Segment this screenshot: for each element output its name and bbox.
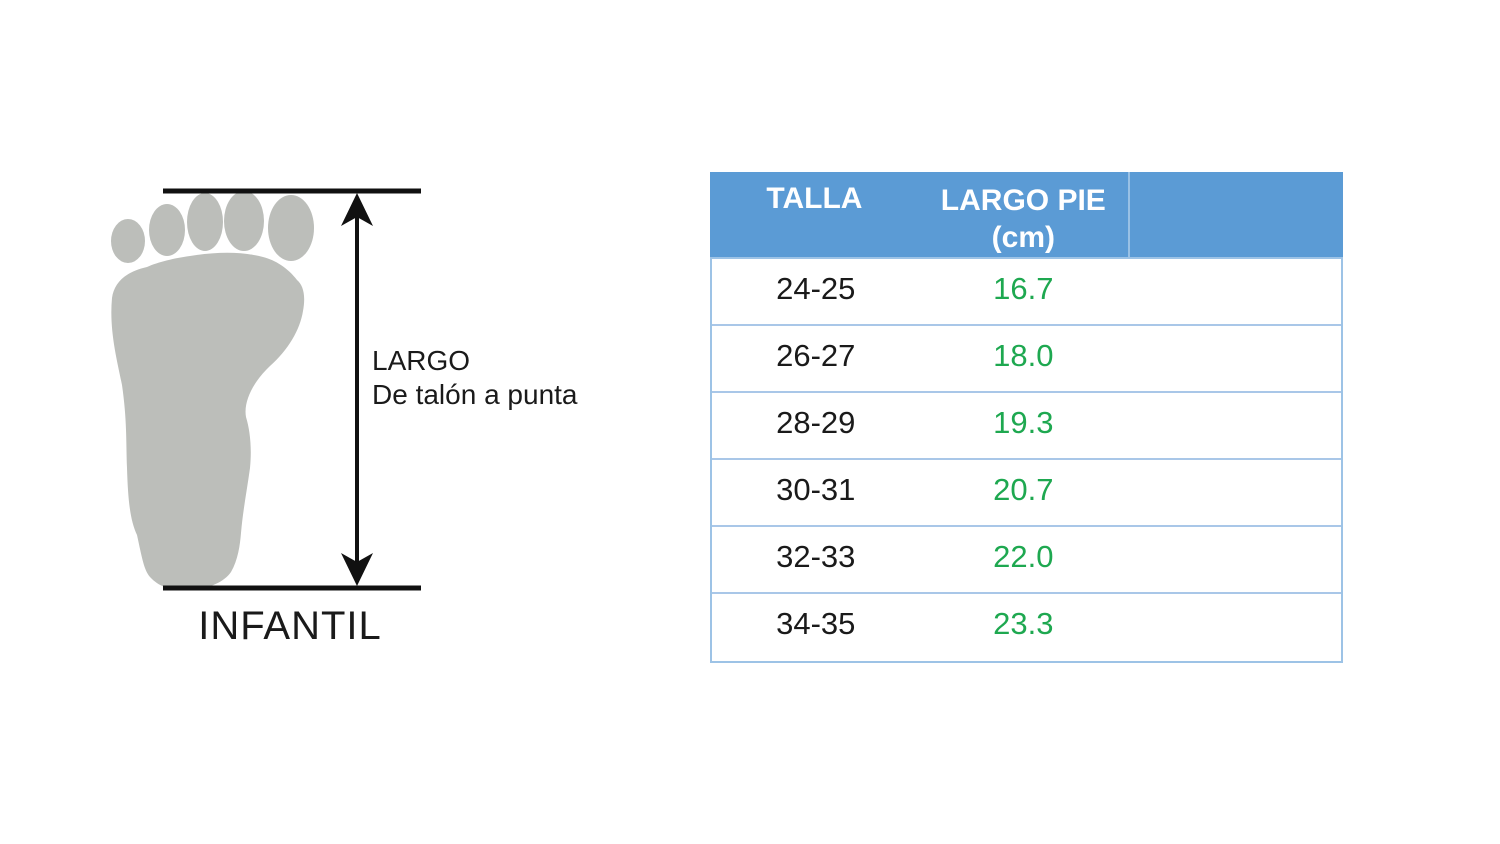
- arrow-head-down-icon: [341, 553, 373, 586]
- measure-label-line2: De talón a punta: [372, 379, 578, 410]
- table-body: 24-25 16.7 26-27 18.0 28-29 19.3 30-31 2…: [710, 257, 1343, 663]
- measurement-arrow: [163, 188, 421, 591]
- empty-cell: [1127, 405, 1341, 458]
- foot-toe: [187, 193, 223, 251]
- footprint-icon: [111, 191, 314, 591]
- largo-cell: 16.7: [993, 271, 1054, 306]
- largo-cell: 23.3: [993, 606, 1054, 641]
- table-row: 34-35 23.3: [712, 594, 1341, 661]
- foot-toe: [224, 191, 264, 251]
- measure-label-line1: LARGO: [372, 345, 471, 376]
- foot-toe: [268, 195, 314, 261]
- table-row: 30-31 20.7: [712, 460, 1341, 527]
- empty-cell: [1127, 271, 1341, 324]
- table-row: 32-33 22.0: [712, 527, 1341, 594]
- talla-cell: 32-33: [776, 539, 856, 574]
- header-largo-pie-line2: (cm): [991, 221, 1055, 254]
- arrow-head-up-icon: [341, 193, 373, 226]
- foot-toe: [149, 204, 185, 256]
- header-talla: TALLA: [766, 182, 863, 215]
- header-largo-pie: LARGO PIE (cm): [919, 172, 1128, 257]
- table-row: 28-29 19.3: [712, 393, 1341, 460]
- largo-cell: 22.0: [993, 539, 1054, 574]
- foot-toe: [111, 219, 145, 263]
- header-empty: [1127, 172, 1343, 257]
- table-header-row: TALLA LARGO PIE (cm): [710, 172, 1343, 257]
- talla-cell: 26-27: [776, 338, 856, 373]
- header-largo-pie-line1: LARGO PIE: [940, 184, 1106, 217]
- largo-cell: 19.3: [993, 405, 1054, 440]
- empty-cell: [1127, 472, 1341, 525]
- talla-cell: 34-35: [776, 606, 856, 641]
- measure-label: LARGO De talón a punta: [372, 344, 578, 412]
- diagram-caption: INFANTIL: [198, 604, 382, 648]
- talla-cell: 24-25: [776, 271, 856, 306]
- size-chart-table: TALLA LARGO PIE (cm) 24-25 16.7 26-27 18…: [710, 172, 1343, 663]
- talla-cell: 28-29: [776, 405, 856, 440]
- table-row: 26-27 18.0: [712, 326, 1341, 393]
- empty-cell: [1127, 606, 1341, 661]
- foot-sole: [111, 252, 305, 591]
- empty-cell: [1127, 539, 1341, 592]
- foot-measurement-diagram: [111, 188, 421, 591]
- empty-cell: [1127, 338, 1341, 391]
- largo-cell: 18.0: [993, 338, 1054, 373]
- largo-cell: 20.7: [993, 472, 1054, 507]
- table-row: 24-25 16.7: [712, 259, 1341, 326]
- talla-cell: 30-31: [776, 472, 856, 507]
